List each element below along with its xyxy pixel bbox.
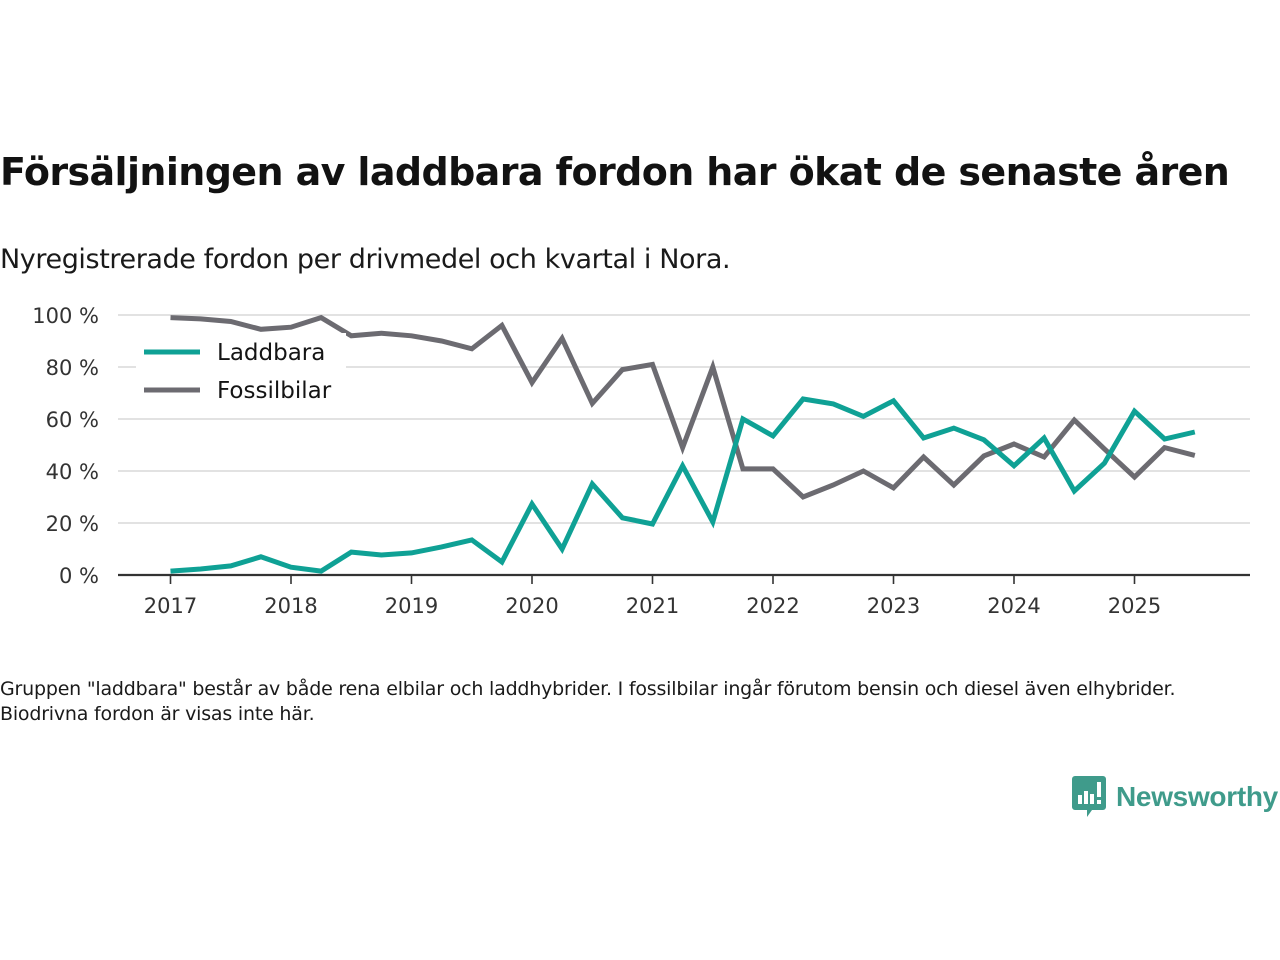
legend-label-fossilbilar: Fossilbilar [217, 378, 332, 404]
x-tick-label: 2020 [505, 594, 558, 618]
line-chart: 0 % 20 % 40 % 60 % 80 % 100 % 2017 2018 2019 202… [32, 304, 1250, 618]
y-axis: 0 % 20 % 40 % 60 % 80 % 100 % [32, 304, 99, 588]
y-tick-label: 60 % [46, 408, 99, 432]
series-line-laddbara [170, 396, 1196, 574]
x-tick-label: 2021 [626, 594, 679, 618]
y-tick-label: 20 % [46, 512, 99, 536]
series-lines [170, 314, 1196, 574]
x-tick-label: 2025 [1108, 594, 1161, 618]
x-tick-label: 2019 [385, 594, 438, 618]
bar-chart-speech-bubble-icon [1072, 776, 1106, 817]
logo-text: Newsworthy [1116, 781, 1278, 812]
x-tick-label: 2018 [264, 594, 317, 618]
legend-label-laddbara: Laddbara [217, 340, 325, 366]
legend-background [136, 333, 346, 411]
x-tick-label: 2017 [144, 594, 197, 618]
newsworthy-logo: Newsworthy [1072, 776, 1278, 818]
y-tick-label: 40 % [46, 460, 99, 484]
y-tick-label: 100 % [32, 304, 99, 328]
x-tick-label: 2024 [987, 594, 1040, 618]
chart-title: Försäljningen av laddbara fordon har öka… [0, 150, 1230, 194]
x-tick-label: 2022 [746, 594, 799, 618]
y-tick-label: 80 % [46, 356, 99, 380]
chart-subtitle: Nyregistrerade fordon per drivmedel och … [0, 244, 731, 275]
footnote: Gruppen "laddbara" består av både rena e… [0, 678, 1176, 725]
y-tick-label: 0 % [59, 564, 99, 588]
series-line-fossilbilar [170, 314, 1196, 500]
legend: Laddbara Fossilbilar [136, 333, 346, 411]
x-axis: 2017 2018 2019 2020 2021 2022 2023 2024 2025 [118, 573, 1250, 618]
x-tick-label: 2023 [867, 594, 920, 618]
